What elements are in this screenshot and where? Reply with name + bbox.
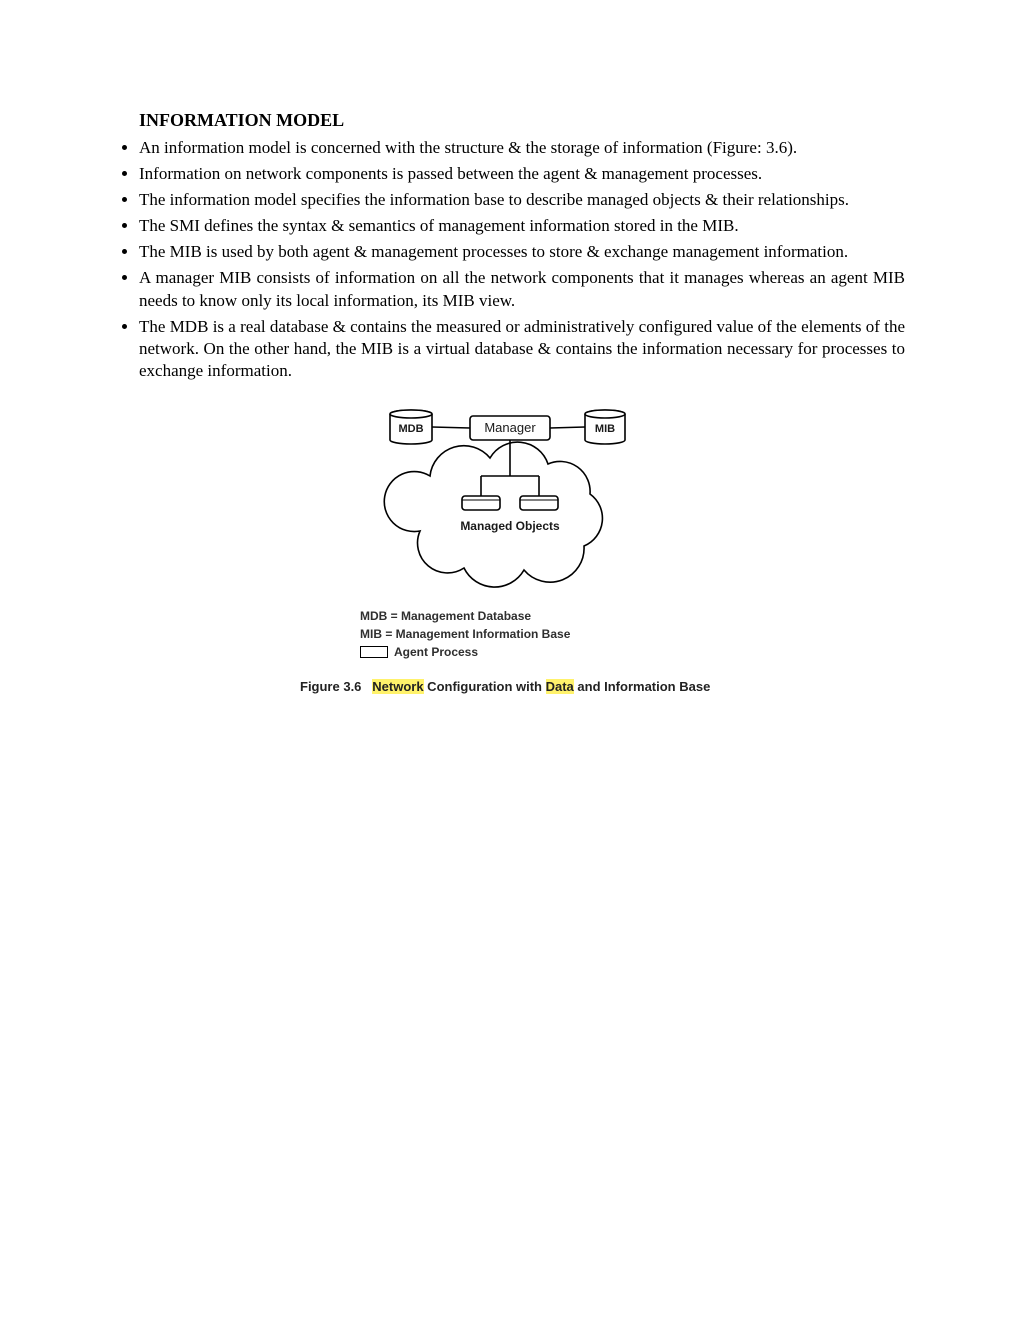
caption-mid: Configuration with (424, 679, 546, 694)
caption-suffix: and Information Base (574, 679, 711, 694)
diagram-svg: MDB MIB Manager Managed Objects (360, 396, 660, 596)
agent-box-icon (360, 646, 388, 658)
caption-prefix: Figure 3.6 (300, 679, 361, 694)
svg-text:Manager: Manager (484, 420, 536, 435)
legend-agent-label: Agent Process (394, 643, 478, 661)
figure-legend: MDB = Management Database MIB = Manageme… (360, 607, 660, 661)
legend-line-agent: Agent Process (360, 643, 660, 661)
svg-text:Managed Objects: Managed Objects (460, 519, 560, 533)
list-item: The information model specifies the info… (139, 189, 905, 211)
caption-highlight-network: Network (372, 679, 423, 694)
list-item: The MDB is a real database & contains th… (139, 316, 905, 382)
list-item: An information model is concerned with t… (139, 137, 905, 159)
list-item: Information on network components is pas… (139, 163, 905, 185)
caption-highlight-data: Data (546, 679, 574, 694)
list-item: The SMI defines the syntax & semantics o… (139, 215, 905, 237)
figure-caption: Figure 3.6 Network Configuration with Da… (300, 679, 720, 694)
legend-line-mdb: MDB = Management Database (360, 607, 660, 625)
bullet-list: An information model is concerned with t… (115, 137, 905, 382)
list-item: The MIB is used by both agent & manageme… (139, 241, 905, 263)
list-item: A manager MIB consists of information on… (139, 267, 905, 311)
document-page: INFORMATION MODEL An information model i… (0, 0, 1020, 754)
legend-line-mib: MIB = Management Information Base (360, 625, 660, 643)
svg-text:MDB: MDB (398, 423, 423, 435)
section-heading: INFORMATION MODEL (139, 110, 905, 131)
diagram: MDB MIB Manager Managed Objects (360, 396, 660, 601)
svg-text:MIB: MIB (595, 423, 615, 435)
figure-block: MDB MIB Manager Managed Objects MDB = Manag… (115, 396, 905, 694)
